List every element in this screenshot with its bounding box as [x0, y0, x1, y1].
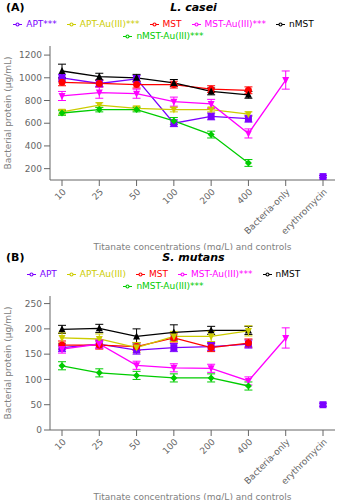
html-text:(B): (B) — [6, 251, 25, 264]
svg-text:250: 250 — [25, 299, 42, 309]
html-text:nMST: nMST — [275, 269, 301, 279]
svg-text:Bacterial protein (μg/mL): Bacterial protein (μg/mL) — [8, 57, 13, 170]
svg-text:200: 200 — [198, 437, 217, 456]
html-text:nMST: nMST — [289, 19, 314, 29]
html-text:MST: MST — [162, 19, 182, 29]
html-text:APT-Au(III): APT-Au(III) — [79, 269, 126, 279]
svg-text:400: 400 — [235, 187, 254, 206]
html-text:MST-Au(III)***: MST-Au(III)*** — [204, 19, 266, 29]
svg-text:400: 400 — [25, 141, 42, 151]
svg-text:0: 0 — [36, 425, 42, 435]
svg-text:800: 800 — [25, 96, 42, 106]
svg-text:100: 100 — [161, 187, 180, 206]
svg-text:erythromycin: erythromycin — [279, 437, 329, 487]
svg-text:10: 10 — [53, 437, 68, 452]
html-text:nMST-Au(III)***: nMST-Au(III)*** — [136, 31, 204, 41]
svg-text:600: 600 — [25, 118, 42, 128]
svg-text:Titanate concentrations (mg/L): Titanate concentrations (mg/L) and contr… — [93, 492, 292, 500]
html-text:APT-Au(III)***: APT-Au(III)*** — [79, 19, 140, 29]
svg-text:50: 50 — [31, 400, 43, 410]
svg-text:25: 25 — [90, 187, 105, 202]
svg-text:25: 25 — [90, 437, 105, 452]
svg-text:10: 10 — [53, 187, 68, 202]
svg-text:1200: 1200 — [19, 50, 42, 60]
svg-text:100: 100 — [161, 437, 180, 456]
svg-text:erythromycin: erythromycin — [279, 187, 329, 237]
svg-text:200: 200 — [25, 164, 42, 174]
svg-text:Bacteria-only: Bacteria-only — [242, 436, 292, 487]
html-text:MST-Au(III)***: MST-Au(III)*** — [191, 269, 253, 279]
html-text:nMST-Au(III)***: nMST-Au(III)*** — [136, 281, 204, 291]
svg-text:50: 50 — [127, 187, 142, 202]
svg-text:Titanate concentrations (mg/L): Titanate concentrations (mg/L) and contr… — [93, 242, 292, 250]
svg-text:100: 100 — [25, 375, 42, 385]
svg-text:50: 50 — [127, 437, 142, 452]
svg-text:150: 150 — [25, 349, 42, 359]
html-text:L. casei: L. casei — [170, 1, 217, 14]
html-text:S. mutans: S. mutans — [162, 251, 225, 264]
svg-text:200: 200 — [198, 187, 217, 206]
svg-text:400: 400 — [235, 437, 254, 456]
svg-text:200: 200 — [25, 324, 42, 334]
svg-text:Bacteria-only: Bacteria-only — [242, 186, 292, 237]
svg-text:Bacterial protein (μg/mL): Bacterial protein (μg/mL) — [8, 307, 13, 420]
html-text:(A): (A) — [6, 1, 25, 14]
html-text:APT: APT — [39, 269, 57, 279]
html-text:APT***: APT*** — [26, 19, 57, 29]
html-text:MST: MST — [149, 269, 168, 279]
svg-text:1000: 1000 — [19, 73, 42, 83]
